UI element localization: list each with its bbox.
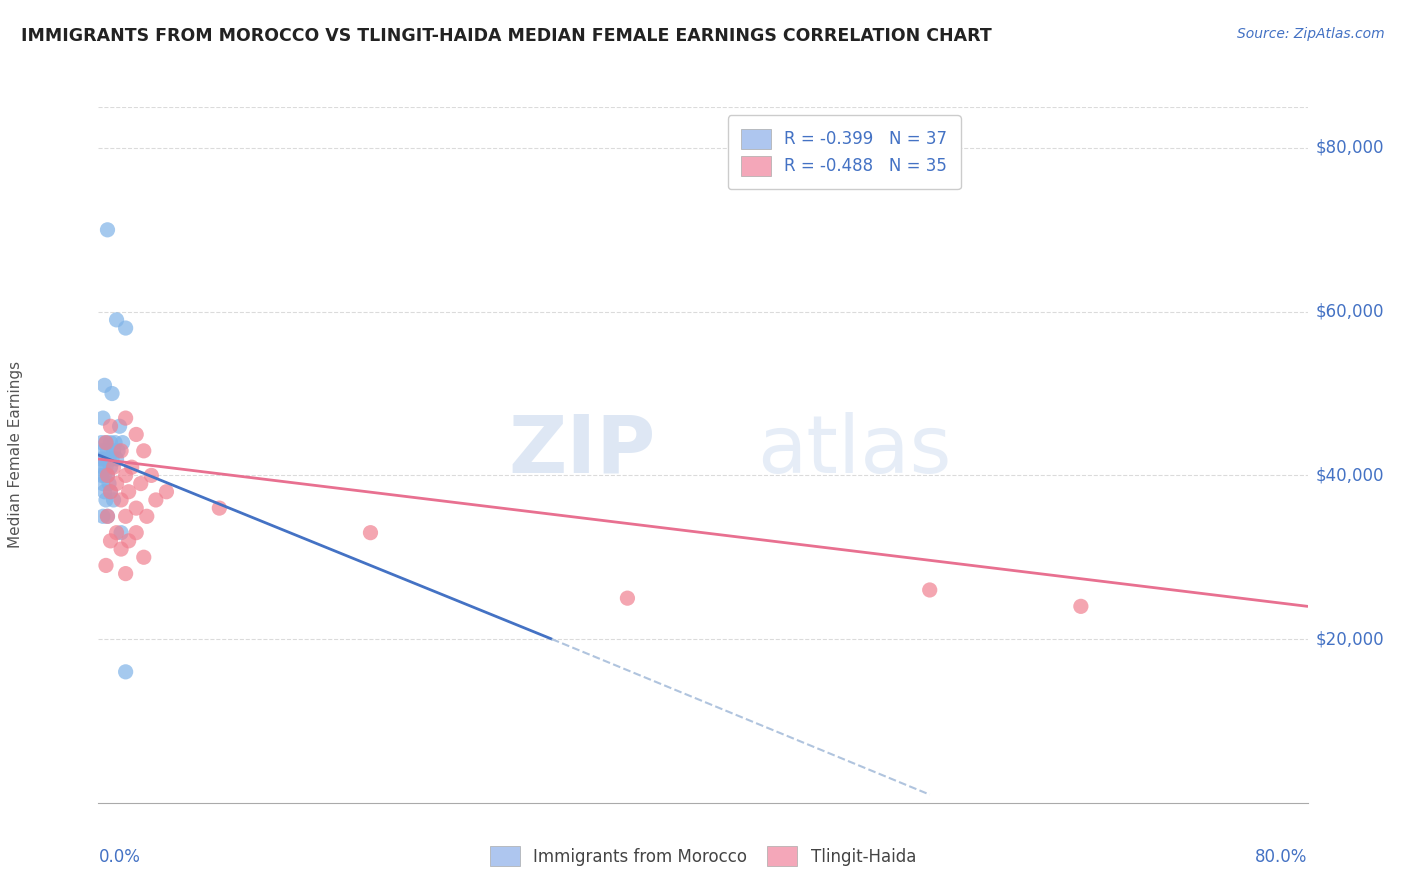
Point [100, 460, 122, 475]
Point [114, 321, 136, 335]
Point [93, 468, 115, 483]
Point [93, 484, 115, 499]
Point [105, 476, 128, 491]
Text: atlas: atlas [756, 412, 952, 490]
Point [93, 378, 115, 392]
Point [96, 509, 118, 524]
Point [918, 582, 941, 597]
Point [114, 468, 136, 483]
Text: 80.0%: 80.0% [1256, 847, 1308, 866]
Point [90, 452, 112, 467]
Point [96, 468, 118, 483]
Point [125, 501, 148, 516]
Point [91, 460, 114, 475]
Point [101, 386, 124, 401]
Point [90, 468, 112, 483]
Point [155, 484, 177, 499]
Point [125, 427, 148, 442]
Point [100, 484, 122, 499]
Point [94, 460, 117, 475]
Point [141, 468, 163, 483]
Text: $40,000: $40,000 [1315, 467, 1384, 484]
Point [94, 492, 117, 507]
Point [103, 460, 125, 475]
Point [94, 435, 117, 450]
Text: Median Female Earnings: Median Female Earnings [8, 361, 22, 549]
Point [105, 452, 128, 467]
Point [208, 501, 231, 516]
Point [118, 484, 141, 499]
Point [100, 533, 122, 548]
Point [110, 525, 132, 540]
Point [360, 525, 382, 540]
Point [105, 525, 128, 540]
Point [616, 591, 638, 606]
Point [101, 452, 124, 467]
Point [110, 542, 132, 557]
Point [129, 476, 152, 491]
Point [108, 419, 131, 434]
Point [125, 525, 148, 540]
Point [104, 435, 127, 450]
Point [145, 492, 167, 507]
Point [107, 443, 129, 458]
Point [111, 435, 134, 450]
Text: ZIP: ZIP [509, 412, 655, 490]
Legend: R = -0.399   N = 37, R = -0.488   N = 35: R = -0.399 N = 37, R = -0.488 N = 35 [728, 115, 960, 189]
Point [100, 484, 122, 499]
Point [90, 435, 112, 450]
Point [91, 411, 114, 425]
Text: Source: ZipAtlas.com: Source: ZipAtlas.com [1237, 27, 1385, 41]
Point [100, 419, 122, 434]
Point [121, 460, 143, 475]
Point [100, 435, 122, 450]
Text: $80,000: $80,000 [1315, 139, 1384, 157]
Point [103, 443, 125, 458]
Point [91, 509, 114, 524]
Point [91, 443, 114, 458]
Point [96, 468, 118, 483]
Point [114, 411, 136, 425]
Point [98, 476, 121, 491]
Point [114, 566, 136, 581]
Text: $60,000: $60,000 [1315, 302, 1384, 321]
Point [103, 492, 125, 507]
Point [132, 443, 155, 458]
Text: 0.0%: 0.0% [98, 847, 141, 866]
Point [114, 509, 136, 524]
Point [110, 443, 132, 458]
Point [110, 492, 132, 507]
Point [96, 509, 118, 524]
Legend: Immigrants from Morocco, Tlingit-Haida: Immigrants from Morocco, Tlingit-Haida [482, 838, 924, 875]
Point [105, 313, 128, 327]
Point [135, 509, 157, 524]
Point [1070, 599, 1092, 614]
Point [132, 550, 155, 565]
Text: $20,000: $20,000 [1315, 630, 1384, 648]
Point [96, 223, 118, 237]
Point [96, 443, 118, 458]
Point [91, 476, 114, 491]
Point [118, 533, 141, 548]
Point [94, 558, 117, 573]
Point [93, 452, 115, 467]
Point [114, 665, 136, 679]
Point [98, 452, 121, 467]
Text: IMMIGRANTS FROM MOROCCO VS TLINGIT-HAIDA MEDIAN FEMALE EARNINGS CORRELATION CHAR: IMMIGRANTS FROM MOROCCO VS TLINGIT-HAIDA… [21, 27, 991, 45]
Point [94, 435, 117, 450]
